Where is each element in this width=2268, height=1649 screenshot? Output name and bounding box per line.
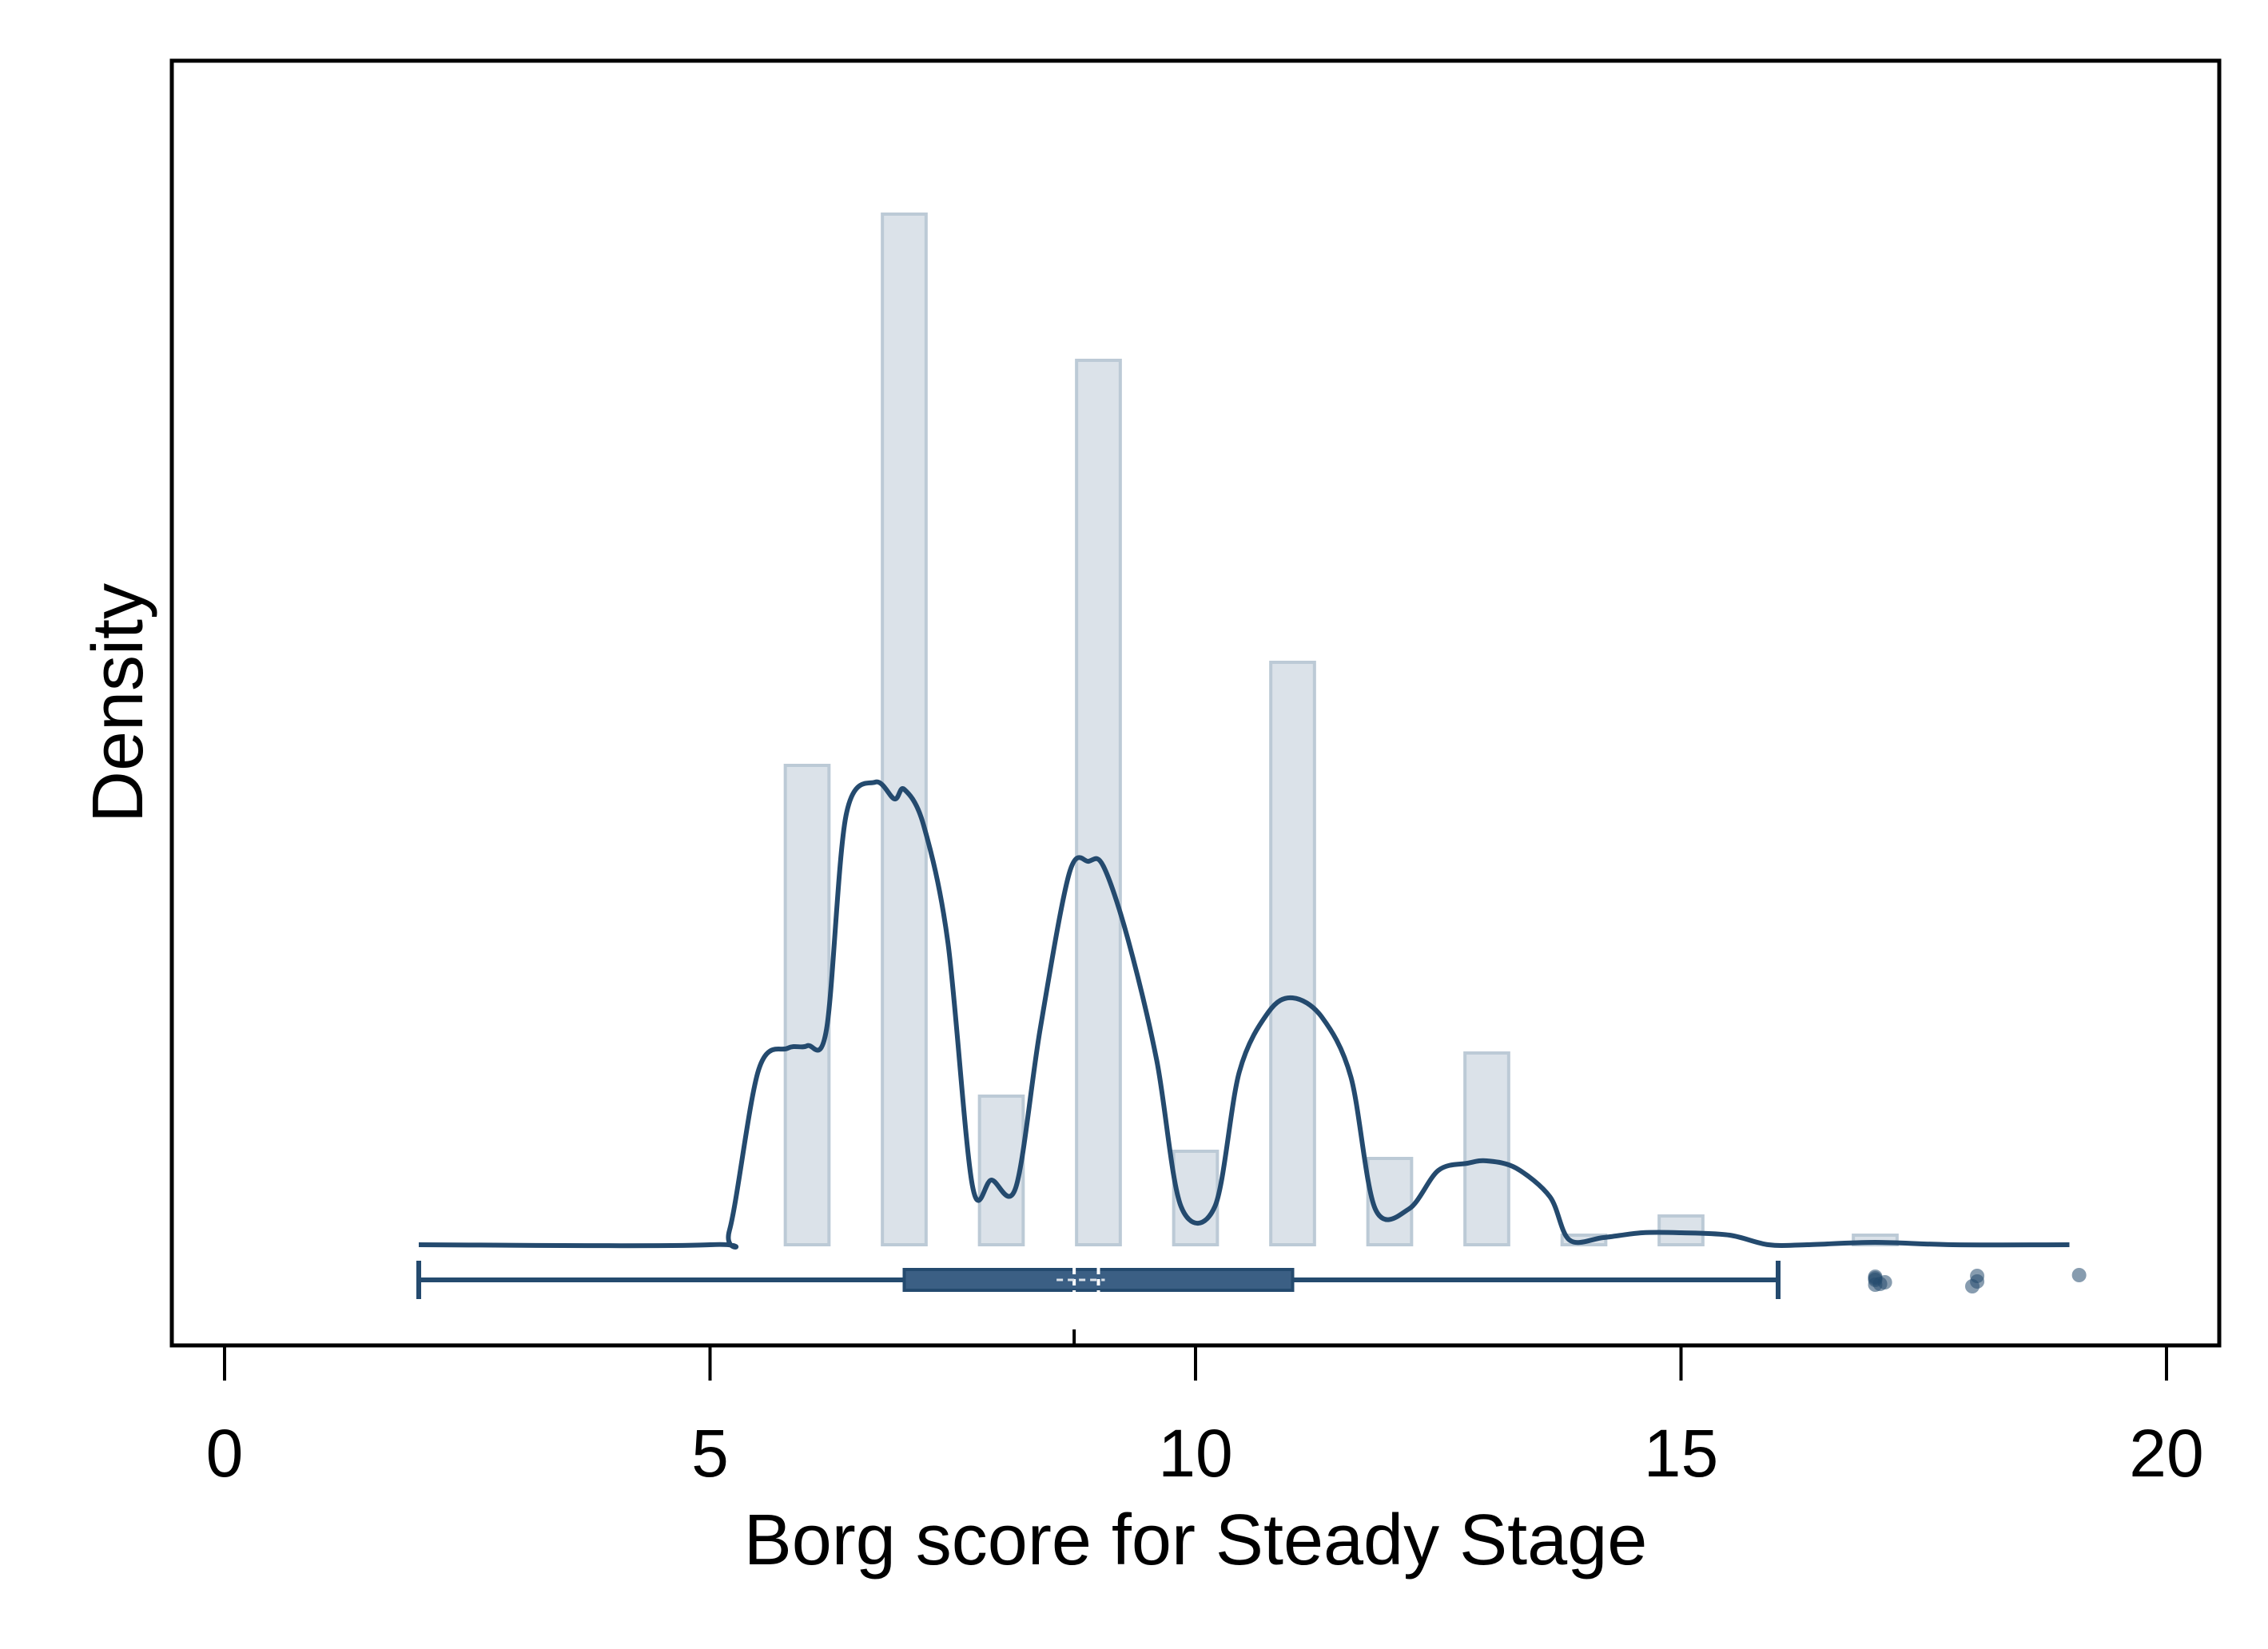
boxplot-layer	[416, 1261, 2087, 1345]
kernel-density-curve	[418, 779, 2070, 1250]
histogram-bar	[1269, 661, 1316, 1246]
y-axis-title: Density	[78, 583, 158, 823]
histogram-bars	[783, 213, 1899, 1246]
histogram-bar	[1463, 1051, 1510, 1246]
outlier-point	[1970, 1274, 1985, 1289]
density-curve-layer	[418, 779, 2070, 1250]
histogram-bar	[977, 1095, 1025, 1246]
histogram-bar	[1075, 359, 1122, 1246]
x-tick-label: 10	[1158, 1416, 1232, 1491]
x-tick-label: 20	[2129, 1416, 2203, 1491]
x-tick-label: 0	[206, 1416, 244, 1491]
x-axis-title: Borg score for Steady Stage	[744, 1500, 1648, 1580]
histogram-bar	[783, 764, 831, 1246]
x-tick-label: 5	[691, 1416, 729, 1491]
x-axis: 0 5 10 15 20	[206, 1347, 2204, 1491]
outlier-point	[1872, 1277, 1888, 1291]
outlier-point	[2071, 1268, 2087, 1282]
plot-frame	[169, 58, 2222, 1348]
histogram-bar	[881, 213, 928, 1246]
x-tick-label: 15	[1644, 1416, 1718, 1491]
